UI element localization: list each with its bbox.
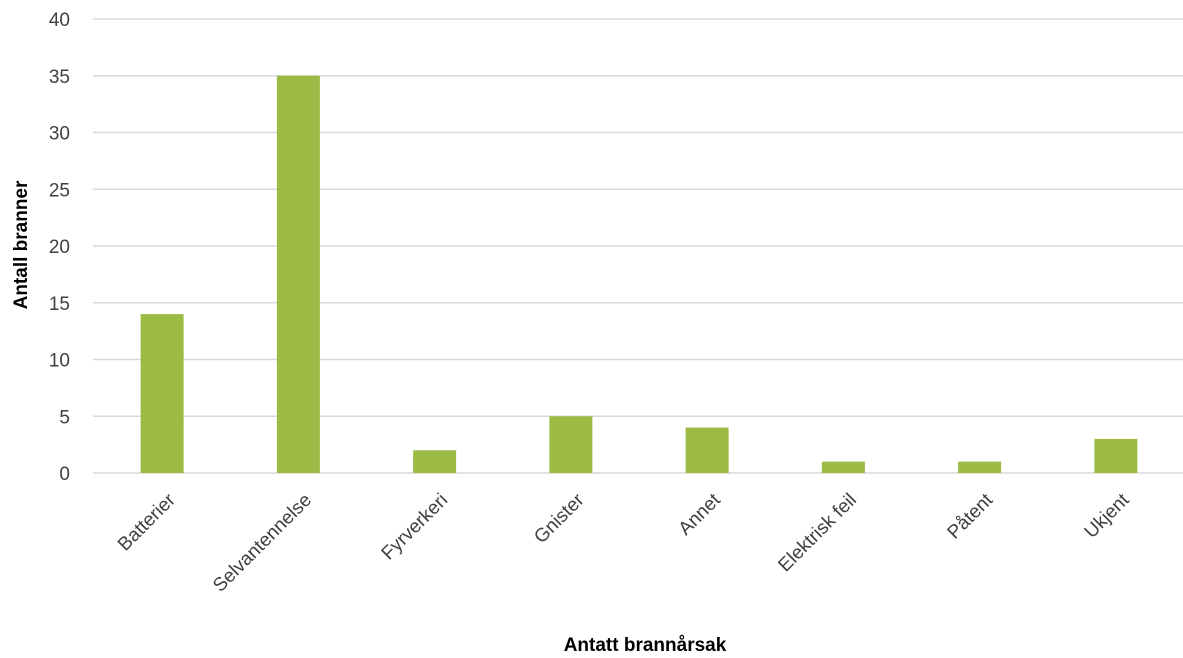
x-axis-title: Antatt brannårsak — [564, 635, 727, 656]
y-axis-title: Antall branner — [11, 180, 32, 309]
bar — [1094, 438, 1138, 473]
bar — [276, 75, 320, 473]
y-tick-label: 40 — [49, 10, 70, 31]
y-tick-label: 25 — [49, 180, 70, 201]
bar — [685, 427, 729, 473]
x-tick-label: Fyrverkeri — [378, 490, 453, 565]
y-tick-label: 15 — [49, 294, 70, 315]
bar — [549, 416, 593, 473]
x-tick-label: Ukjent — [1081, 489, 1134, 542]
y-tick-label: 20 — [49, 237, 70, 258]
y-tick-label: 35 — [49, 67, 70, 88]
bar — [958, 461, 1002, 473]
x-tick-label: Selvantennelse — [209, 490, 316, 597]
gridlines — [93, 18, 1183, 474]
x-tick-label: Påtent — [944, 489, 998, 543]
bar — [821, 461, 865, 473]
x-tick-label: Annet — [675, 489, 725, 539]
bar — [140, 314, 184, 473]
x-axis-tick-labels: Batterier Selvantennelse Fyrverkeri Gnister… — [114, 489, 1134, 596]
x-tick-label: Gnister — [530, 489, 589, 548]
bars — [140, 75, 1138, 473]
y-tick-label: 30 — [49, 124, 70, 145]
x-tick-label: Batterier — [114, 489, 180, 555]
y-tick-label: 0 — [59, 464, 70, 485]
x-tick-label: Elektrisk feil — [774, 490, 861, 577]
bar — [413, 450, 457, 473]
y-axis-tick-labels: 0 5 10 15 20 25 30 35 40 — [49, 10, 70, 485]
y-tick-label: 5 — [59, 407, 70, 428]
y-tick-label: 10 — [49, 351, 70, 372]
